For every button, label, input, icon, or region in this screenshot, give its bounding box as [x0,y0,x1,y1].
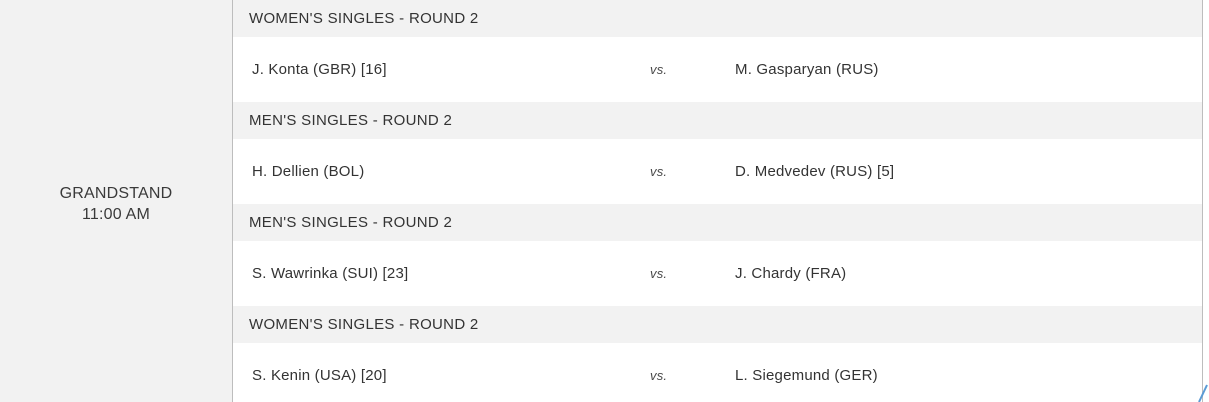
player1-name: S. Kenin (USA) [20] [252,367,387,384]
vs-label: vs. [650,266,668,281]
match-header: WOMEN'S SINGLES - ROUND 2 [233,0,1202,37]
player1-name: H. Dellien (BOL) [252,163,365,180]
match-group: WOMEN'S SINGLES - ROUND 2 J. Konta (GBR)… [233,0,1202,102]
player2-name: M. Gasparyan (RUS) [735,61,879,78]
player1-name: S. Wawrinka (SUI) [23] [252,265,409,282]
match-group: WOMEN'S SINGLES - ROUND 2 S. Kenin (USA)… [233,306,1202,402]
player2-name: D. Medvedev (RUS) [5] [735,163,895,180]
player2-name: L. Siegemund (GER) [735,367,878,384]
vs-label: vs. [650,62,668,77]
match-row: S. Kenin (USA) [20] vs. L. Siegemund (GE… [233,343,1202,402]
match-header: MEN'S SINGLES - ROUND 2 [233,204,1202,241]
court-name: GRANDSTAND [59,185,173,202]
match-header: MEN'S SINGLES - ROUND 2 [233,102,1202,139]
match-row: S. Wawrinka (SUI) [23] vs. J. Chardy (FR… [233,241,1202,306]
match-header: WOMEN'S SINGLES - ROUND 2 [233,306,1202,343]
match-row: J. Konta (GBR) [16] vs. M. Gasparyan (RU… [233,37,1202,102]
court-time: 11:00 AM [81,206,150,223]
vs-label: vs. [650,164,668,179]
vs-label: vs. [650,368,668,383]
matches-column: WOMEN'S SINGLES - ROUND 2 J. Konta (GBR)… [233,0,1203,402]
match-group: MEN'S SINGLES - ROUND 2 H. Dellien (BOL)… [233,102,1202,204]
player1-name: J. Konta (GBR) [16] [252,61,387,78]
match-group: MEN'S SINGLES - ROUND 2 S. Wawrinka (SUI… [233,204,1202,306]
player2-name: J. Chardy (FRA) [735,265,847,282]
court-cell: GRANDSTAND 11:00 AM [0,0,233,402]
match-row: H. Dellien (BOL) vs. D. Medvedev (RUS) [… [233,139,1202,204]
